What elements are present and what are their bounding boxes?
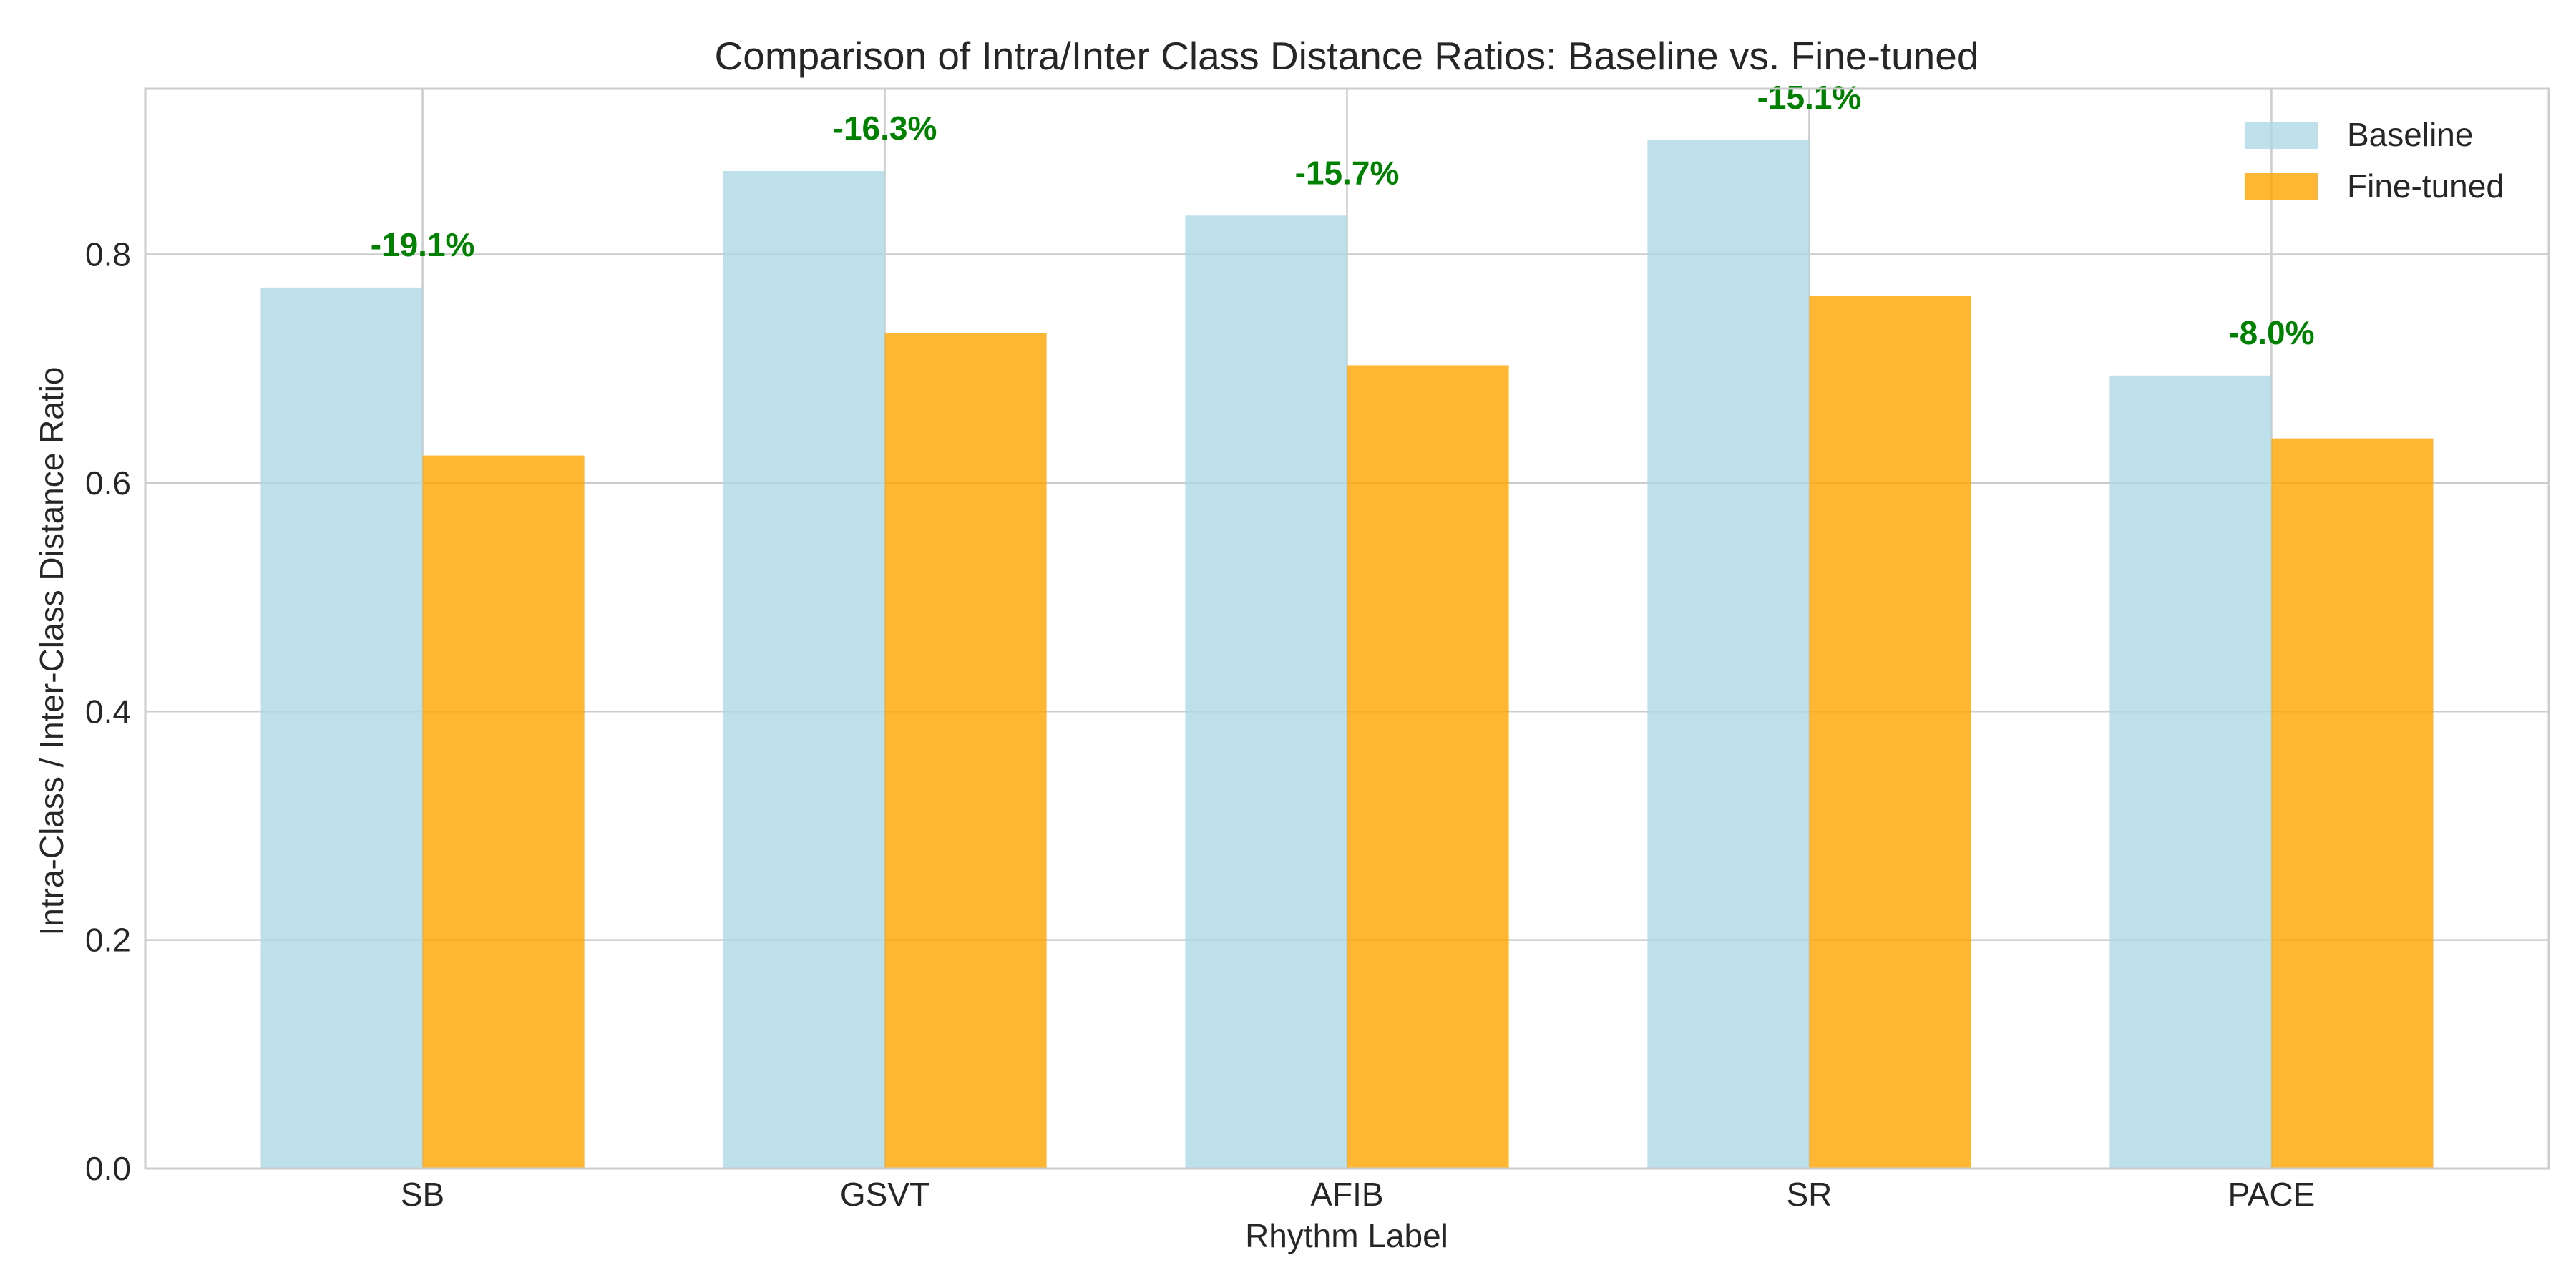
percent-change-label-sr: -15.1%	[1757, 79, 1862, 116]
bar-baseline-afib	[1185, 215, 1347, 1169]
y-tick-label: 0.4	[85, 693, 131, 730]
bar-fine-tuned-pace	[2271, 438, 2434, 1169]
bar-fine-tuned-gsvt	[884, 333, 1047, 1169]
legend-swatch-fine-tuned	[2245, 173, 2318, 200]
x-tick-label-sr: SR	[1787, 1176, 1833, 1213]
y-tick-label: 0.2	[85, 922, 131, 959]
x-axis-label: Rhythm Label	[1245, 1217, 1448, 1254]
bar-baseline-pace	[2109, 375, 2272, 1169]
y-axis-ticks: 0.0 0.2 0.4 0.6 0.8	[85, 236, 131, 1187]
percent-change-labels: -19.1% -16.3% -15.7% -15.1% -8.0%	[371, 79, 2315, 351]
y-tick-label: 0.8	[85, 236, 131, 273]
x-tick-label-sb: SB	[401, 1176, 444, 1213]
x-tick-label-gsvt: GSVT	[840, 1176, 930, 1213]
y-axis-label: Intra-Class / Inter-Class Distance Ratio	[33, 366, 70, 935]
legend-label-fine-tuned: Fine-tuned	[2347, 167, 2504, 205]
plot-frame	[144, 87, 2550, 1170]
bar-baseline-gsvt	[723, 170, 885, 1169]
legend: Baseline Fine-tuned	[2245, 116, 2504, 205]
bar-fine-tuned-sr	[1809, 296, 1971, 1169]
legend-label-baseline: Baseline	[2347, 116, 2473, 153]
y-tick-label: 0.6	[85, 464, 131, 502]
chart-title: Comparison of Intra/Inter Class Distance…	[715, 34, 1979, 78]
percent-change-label-gsvt: -16.3%	[833, 109, 937, 147]
y-tick-label: 0.0	[85, 1150, 131, 1187]
bar-baseline-sr	[1647, 140, 1810, 1169]
bar-fine-tuned-afib	[1347, 365, 1509, 1169]
x-tick-label-pace: PACE	[2228, 1176, 2315, 1213]
percent-change-label-afib: -15.7%	[1295, 154, 1400, 191]
bar-fine-tuned-sb	[422, 455, 585, 1169]
bars	[260, 140, 2434, 1169]
percent-change-label-pace: -8.0%	[2228, 314, 2314, 351]
percent-change-label-sb: -19.1%	[371, 226, 475, 263]
legend-swatch-baseline	[2245, 122, 2318, 149]
bar-baseline-sb	[260, 287, 423, 1169]
x-axis-ticks: SB GSVT AFIB SR PACE	[401, 1176, 2315, 1213]
x-tick-label-afib: AFIB	[1310, 1176, 1383, 1213]
